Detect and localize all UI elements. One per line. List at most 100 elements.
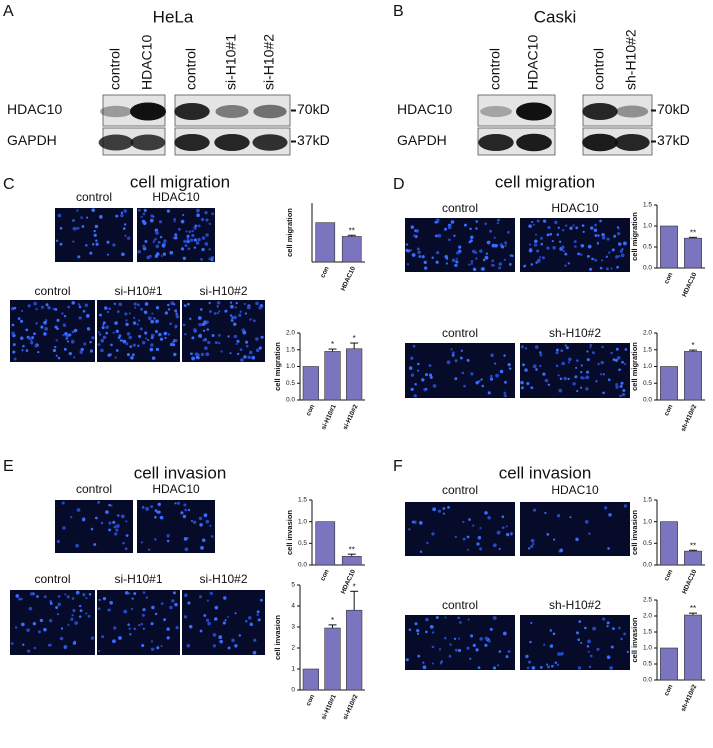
nucleus <box>26 628 30 632</box>
nucleus <box>133 592 137 596</box>
nucleus <box>539 351 542 354</box>
nucleus <box>255 348 260 353</box>
nucleus <box>124 591 129 595</box>
nucleus <box>93 229 96 233</box>
nucleus <box>247 355 251 360</box>
blot-marker: 70kD <box>657 101 690 117</box>
nucleus <box>239 348 243 352</box>
nucleus <box>446 257 449 260</box>
nucleus <box>587 650 590 653</box>
nucleus <box>539 666 543 669</box>
nucleus <box>101 326 105 330</box>
nucleus <box>55 239 59 243</box>
nucleus <box>140 622 144 626</box>
nucleus <box>226 616 229 619</box>
bar <box>302 668 319 691</box>
nucleus <box>238 634 242 637</box>
nucleus <box>528 224 532 228</box>
nucleus <box>408 528 411 531</box>
nucleus <box>137 208 141 212</box>
nucleus <box>122 339 127 344</box>
nucleus <box>155 252 160 256</box>
nucleus <box>617 227 620 230</box>
nucleus <box>173 217 177 221</box>
nucleus <box>76 508 81 512</box>
nucleus <box>207 340 211 345</box>
nucleus <box>557 226 560 229</box>
nucleus <box>558 240 562 243</box>
nucleus <box>152 317 156 320</box>
nucleus <box>175 312 178 315</box>
nucleus <box>187 508 191 512</box>
nucleus <box>613 234 617 238</box>
nucleus <box>426 541 429 545</box>
nucleus <box>146 255 151 260</box>
nucleus <box>618 255 621 258</box>
nucleus <box>544 511 547 515</box>
nucleus <box>125 319 128 322</box>
nucleus <box>554 220 558 224</box>
nucleus <box>445 262 449 265</box>
nucleus <box>219 639 223 644</box>
nucleus <box>150 622 154 626</box>
nucleus <box>68 333 72 337</box>
nucleus <box>534 345 539 349</box>
nucleus <box>80 347 84 352</box>
nucleus <box>561 229 565 232</box>
nucleus <box>589 654 593 658</box>
nucleus <box>485 252 489 255</box>
nucleus <box>504 241 508 245</box>
nucleus <box>67 623 70 626</box>
nucleus <box>188 624 193 629</box>
nucleus <box>184 244 188 248</box>
nucleus <box>494 362 497 365</box>
nucleus <box>555 364 559 368</box>
nucleus <box>449 643 452 646</box>
nucleus <box>475 381 479 385</box>
nucleus <box>466 646 470 650</box>
nucleus <box>199 595 202 599</box>
nucleus <box>208 248 211 251</box>
nucleus <box>108 503 111 507</box>
error-bar <box>350 342 359 349</box>
nucleus <box>155 319 159 323</box>
nucleus <box>141 613 145 617</box>
micrograph <box>405 343 515 398</box>
bar <box>315 521 336 566</box>
nucleus <box>71 613 74 617</box>
nucleus <box>138 623 141 627</box>
y-tick-label: 0.0 <box>643 562 652 569</box>
nucleus <box>36 595 39 598</box>
nucleus <box>507 650 511 654</box>
nucleus <box>33 332 36 336</box>
nucleus <box>174 602 178 607</box>
nucleus <box>193 328 197 332</box>
nucleus <box>177 227 181 231</box>
nucleus <box>520 345 524 349</box>
nucleus <box>234 644 238 648</box>
nucleus <box>160 602 164 605</box>
nucleus <box>616 231 621 236</box>
nucleus <box>187 247 191 251</box>
nucleus <box>498 266 502 270</box>
nucleus <box>480 378 483 381</box>
nucleus <box>21 349 24 352</box>
nucleus <box>110 504 113 507</box>
nucleus <box>472 267 477 272</box>
nucleus <box>414 622 418 626</box>
nucleus <box>162 252 167 256</box>
nucleus <box>186 239 190 244</box>
nucleus <box>167 303 170 307</box>
nucleus <box>118 334 122 338</box>
nucleus <box>205 233 209 237</box>
nucleus <box>120 514 125 519</box>
nucleus <box>151 605 155 610</box>
nucleus <box>93 543 97 547</box>
nucleus <box>454 535 457 538</box>
significance: ** <box>690 228 696 237</box>
nucleus <box>601 259 604 262</box>
lane-label: si-H10#2 <box>261 34 277 90</box>
nucleus <box>214 341 218 345</box>
nucleus <box>520 380 524 385</box>
